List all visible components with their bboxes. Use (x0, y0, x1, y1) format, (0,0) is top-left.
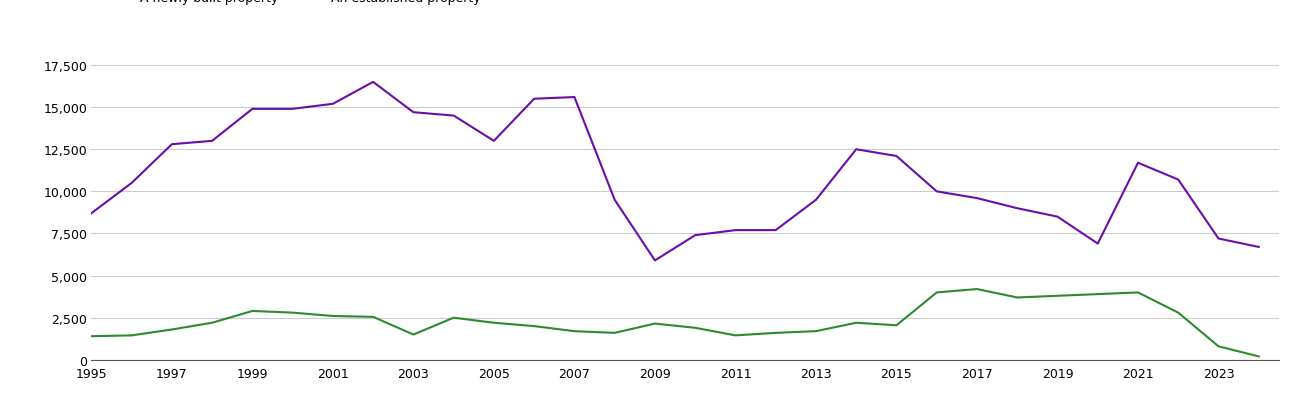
A newly built property (205, 321, 221, 326)
Line: A newly built property: A newly built property (91, 289, 1259, 357)
A newly built property (164, 327, 180, 332)
A newly built property (284, 310, 300, 315)
Legend: A newly built property, An established property: A newly built property, An established p… (98, 0, 485, 10)
An established property (124, 181, 140, 186)
A newly built property (1090, 292, 1105, 297)
An established property (1171, 178, 1186, 182)
An established property (1211, 236, 1227, 241)
An established property (485, 139, 501, 144)
An established property (244, 107, 260, 112)
A newly built property (325, 314, 341, 319)
A newly built property (848, 321, 864, 326)
A newly built property (808, 329, 823, 334)
A newly built property (647, 321, 663, 326)
A newly built property (124, 333, 140, 338)
An established property (325, 102, 341, 107)
An established property (607, 198, 622, 203)
A newly built property (767, 330, 783, 335)
A newly built property (406, 332, 422, 337)
A newly built property (485, 321, 501, 326)
An established property (284, 107, 300, 112)
An established property (526, 97, 542, 102)
An established property (647, 258, 663, 263)
An established property (889, 154, 904, 159)
A newly built property (1130, 290, 1146, 295)
An established property (205, 139, 221, 144)
A newly built property (566, 329, 582, 334)
An established property (566, 95, 582, 100)
A newly built property (1049, 294, 1065, 299)
A newly built property (365, 315, 381, 319)
A newly built property (970, 287, 985, 292)
A newly built property (929, 290, 945, 295)
A newly built property (1251, 354, 1267, 359)
A newly built property (1211, 344, 1227, 349)
A newly built property (607, 330, 622, 335)
An established property (929, 189, 945, 194)
An established property (446, 114, 462, 119)
An established property (688, 233, 703, 238)
A newly built property (889, 323, 904, 328)
An established property (728, 228, 744, 233)
A newly built property (688, 326, 703, 330)
An established property (1049, 215, 1065, 220)
A newly built property (446, 315, 462, 320)
A newly built property (728, 333, 744, 338)
An established property (406, 110, 422, 115)
An established property (808, 198, 823, 203)
A newly built property (1009, 295, 1024, 300)
An established property (84, 211, 99, 216)
A newly built property (244, 309, 260, 314)
An established property (970, 196, 985, 201)
An established property (848, 147, 864, 152)
An established property (164, 142, 180, 147)
A newly built property (526, 324, 542, 329)
An established property (1251, 245, 1267, 250)
An established property (767, 228, 783, 233)
A newly built property (1171, 310, 1186, 315)
An established property (365, 80, 381, 85)
Line: An established property: An established property (91, 83, 1259, 261)
An established property (1009, 206, 1024, 211)
An established property (1130, 161, 1146, 166)
An established property (1090, 242, 1105, 247)
A newly built property (84, 334, 99, 339)
